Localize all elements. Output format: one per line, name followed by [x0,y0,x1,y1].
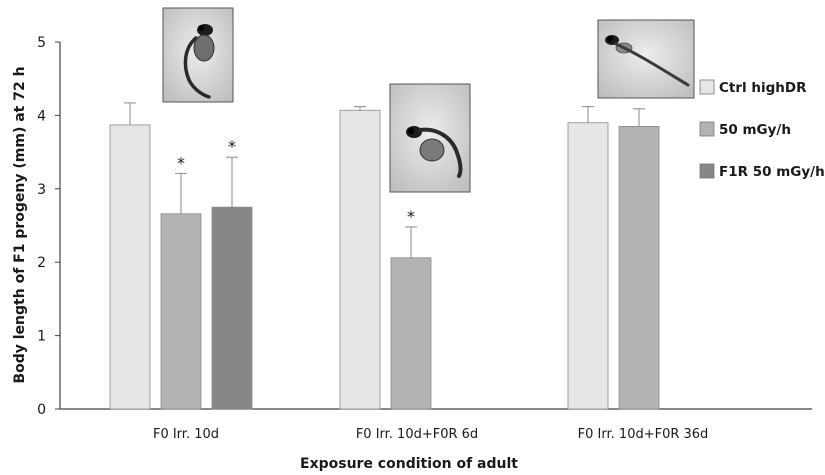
y-tick-label: 3 [37,182,46,198]
bar-1-2 [339,109,381,410]
legend-swatch [699,79,715,95]
legend-label: 50 mGy/h [719,122,791,138]
x-axis-title: Exposure condition of adult [300,456,518,472]
y-tick-label: 2 [37,255,46,271]
bar-2-2 [390,257,432,410]
error-bars [124,102,645,258]
bar-1-1 [109,124,151,410]
y-tick-label: 5 [37,35,46,51]
x-category-label: F0 Irr. 10d+F0R 36d [578,427,709,442]
legend-swatch [699,121,715,137]
legend-swatch [699,163,715,179]
y-axis-title: Body length of F1 progeny (mm) at 72 h [12,66,28,383]
legend: Ctrl highDR 50 mGy/h F1R 50 mGy/h [699,79,825,180]
larva-image-2 [389,83,471,193]
significance-marker: * [407,207,415,226]
y-tick-label: 4 [37,108,46,124]
bar-2-3 [618,126,660,410]
bar-1-3 [567,122,609,410]
legend-label: F1R 50 mGy/h [719,164,825,180]
bars [109,109,660,410]
x-category-label: F0 Irr. 10d [153,427,219,442]
y-tick-label: 0 [37,402,46,418]
x-category-label: F0 Irr. 10d+F0R 6d [356,427,478,442]
y-ticks: 0 1 2 3 4 5 [37,35,60,418]
larva-image-3 [597,19,695,99]
x-category-labels: F0 Irr. 10d F0 Irr. 10d+F0R 6d F0 Irr. 10d… [153,427,708,442]
legend-label: Ctrl highDR [719,80,807,96]
significance-marker: * [228,137,236,156]
bar-3-1 [211,206,253,410]
y-tick-label: 1 [37,329,46,345]
bar-2-1 [160,213,202,410]
larva-image-1 [162,7,234,103]
significance-marker: * [177,153,185,172]
significance-markers: * * * [177,137,415,226]
